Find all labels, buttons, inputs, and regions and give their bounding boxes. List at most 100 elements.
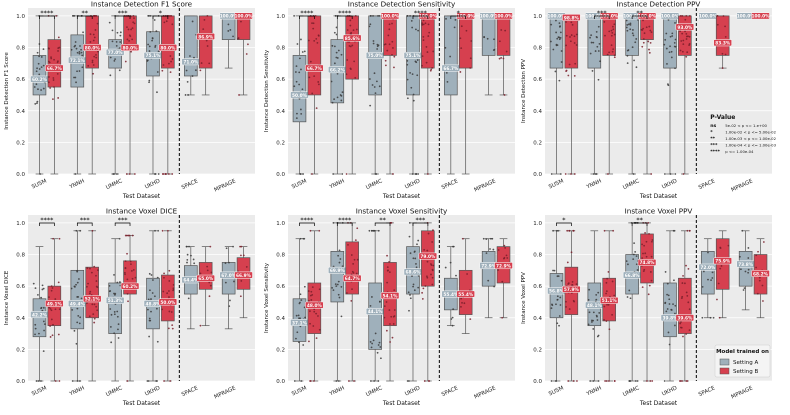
data-point (666, 293, 668, 296)
data-point (39, 173, 42, 175)
data-point (36, 51, 39, 54)
data-point (375, 80, 378, 83)
data-point (336, 283, 339, 286)
data-point (650, 279, 653, 282)
data-point (431, 268, 434, 271)
data-point (148, 317, 151, 320)
data-point (611, 313, 614, 316)
data-point (350, 254, 353, 256)
data-point (424, 285, 427, 287)
data-point (610, 34, 613, 37)
data-point (724, 25, 726, 28)
data-point (88, 315, 91, 318)
data-point (650, 31, 653, 34)
data-point (573, 35, 576, 38)
data-point (301, 88, 304, 91)
data-point (93, 317, 96, 320)
data-point (373, 72, 376, 75)
data-point (50, 318, 53, 321)
data-point (632, 34, 635, 37)
data-point (688, 329, 691, 332)
data-point (42, 350, 45, 353)
data-point (549, 40, 552, 43)
data-point (635, 255, 638, 257)
data-point (368, 78, 371, 80)
data-point (647, 222, 650, 224)
x-tick-label: YNNH (328, 178, 346, 191)
data-point (560, 50, 563, 52)
x-axis-label: Test Dataset (122, 400, 161, 407)
median-label: 39.8% (663, 316, 679, 322)
data-point (565, 44, 567, 47)
median-label: 64.4% (183, 278, 199, 284)
data-point (684, 18, 687, 21)
data-point (111, 40, 114, 43)
data-point (688, 44, 691, 47)
data-point (209, 284, 212, 287)
y-tick-label: 0.6 (276, 77, 285, 83)
data-point (716, 15, 719, 17)
data-point (556, 298, 559, 301)
y-tick-label: 0.0 (16, 172, 25, 178)
data-point (663, 380, 666, 382)
data-point (427, 232, 430, 235)
data-point (186, 261, 188, 264)
data-point (421, 291, 423, 294)
data-point (606, 303, 608, 306)
data-point (642, 270, 645, 273)
data-point (629, 297, 632, 300)
data-point (641, 243, 643, 246)
data-point (685, 15, 688, 17)
pvalue-range: 5e-02 < p <= 1.e+00 (725, 123, 767, 128)
y-tick-label: 0.6 (16, 77, 25, 83)
data-point (608, 380, 610, 382)
data-point (724, 53, 727, 56)
y-tick-label: 0.2 (16, 347, 25, 353)
data-point (48, 296, 50, 298)
data-point (388, 309, 391, 311)
x-tick-label: UMMC (105, 178, 123, 191)
data-point (721, 52, 724, 55)
data-point (378, 341, 381, 344)
data-point (126, 234, 128, 237)
data-point (591, 70, 594, 72)
significance-bracket (450, 15, 467, 19)
data-point (632, 258, 635, 260)
data-point (369, 104, 372, 107)
data-point (349, 19, 352, 22)
data-point (40, 306, 43, 309)
data-point (555, 44, 558, 47)
data-point (636, 380, 639, 382)
data-point (40, 56, 43, 58)
data-point (629, 22, 632, 25)
data-point (116, 310, 119, 313)
data-point (648, 51, 651, 54)
data-point (408, 309, 410, 312)
data-point (186, 81, 189, 83)
data-point (388, 43, 391, 46)
median-label-bg (637, 258, 657, 266)
data-point (422, 39, 425, 42)
median-label: 48.1% (587, 303, 603, 309)
data-point (237, 37, 240, 40)
data-point (685, 35, 688, 38)
data-point (409, 294, 411, 296)
data-point (724, 35, 727, 38)
data-point (383, 316, 386, 319)
data-point (648, 284, 651, 287)
data-point (116, 315, 119, 318)
data-point (665, 310, 668, 313)
data-point (110, 341, 113, 344)
data-point (681, 380, 683, 382)
data-point (157, 173, 160, 175)
data-point (228, 305, 231, 308)
data-point (452, 245, 455, 248)
data-point (567, 74, 570, 77)
data-point (73, 15, 76, 17)
data-point (489, 237, 492, 240)
median-label-bg (751, 270, 770, 277)
x-tick-label: UMMC (365, 178, 383, 191)
data-point (426, 276, 429, 279)
data-point (649, 380, 652, 382)
box-setting-a (625, 15, 639, 56)
